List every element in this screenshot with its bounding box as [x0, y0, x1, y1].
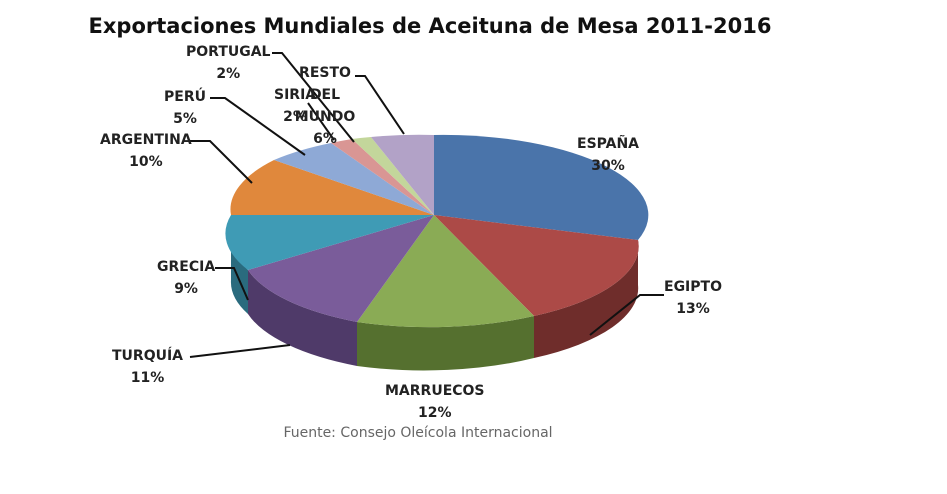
slice-siria — [352, 137, 434, 215]
label-turquia: TURQUÍA 11% — [112, 348, 184, 386]
label-siria: SIRIA 2% — [274, 87, 317, 125]
label-portugal: PORTUGAL 2% — [186, 44, 271, 82]
label-espana: ESPAÑA 30% — [577, 136, 640, 174]
slice-egipto — [434, 215, 639, 316]
slice-marruecos — [357, 215, 534, 328]
slice-peru — [274, 143, 434, 215]
chart-title: Exportaciones Mundiales de Aceituna de M… — [88, 14, 772, 38]
slice-portugal — [331, 139, 434, 215]
slice-argentina — [230, 160, 434, 215]
label-resto: RESTO DEL MUNDO 6% — [294, 65, 356, 147]
pie-top — [225, 134, 649, 328]
label-argentina: ARGENTINA 10% — [100, 132, 192, 170]
label-marruecos: MARRUECOS 12% — [385, 383, 485, 421]
label-egipto: EGIPTO 13% — [664, 279, 722, 317]
slice-grecia — [225, 215, 434, 270]
slice-espana — [434, 134, 649, 240]
slice-turquia — [248, 215, 434, 322]
source-note: Fuente: Consejo Oleícola Internacional — [283, 425, 553, 441]
leader-lines — [189, 52, 664, 358]
label-peru: PERÚ 5% — [164, 89, 206, 127]
label-grecia: GRECIA 9% — [157, 259, 216, 297]
pie-sides — [230, 236, 639, 371]
slice-resto — [371, 134, 434, 215]
